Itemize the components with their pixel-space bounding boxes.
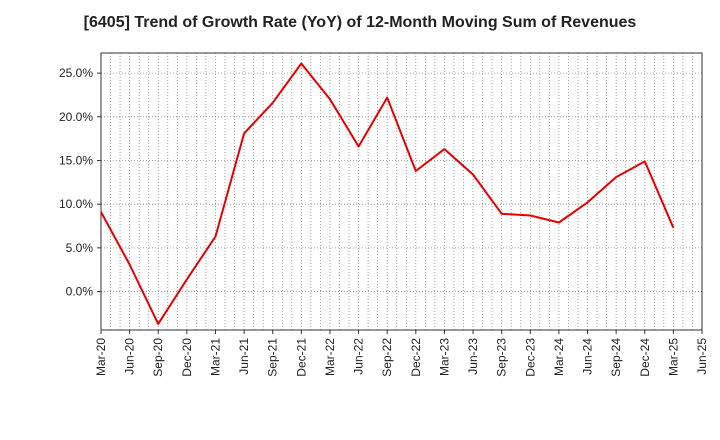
series-line-layer [100,62,675,325]
x-tick-label: Dec-20 [180,338,194,377]
x-tick-label: Sep-23 [495,338,509,377]
x-tick-label: Mar-24 [552,338,566,376]
x-tick-label: Sep-22 [380,338,394,377]
plot-frame [100,52,703,331]
x-tick-label: Mar-20 [94,338,108,376]
x-tick-label: Jun-22 [352,338,366,375]
y-tick-label: 25.0% [59,66,93,80]
x-tick-label: Dec-23 [523,338,537,377]
y-tick-label: 10.0% [59,197,93,211]
x-tick-label: Sep-24 [609,338,623,377]
x-tick-label: Mar-21 [208,338,222,376]
x-tick-label: Mar-22 [323,338,337,376]
y-tick-label: 5.0% [66,241,94,255]
y-tick-labels: 0.0% 5.0% 10.0% 15.0% 20.0% 25.0% [59,66,93,298]
x-tick-label: Jun-25 [695,338,709,375]
x-tick-label: Dec-24 [638,338,652,377]
axes [97,52,703,334]
x-tick-label: Jun-24 [581,338,595,375]
x-tick-label: Sep-20 [151,338,165,377]
y-tick-label: 20.0% [59,110,93,124]
y-tick-label: 15.0% [59,153,93,167]
x-tick-label: Sep-21 [266,338,280,377]
chart-title: [6405] Trend of Growth Rate (YoY) of 12-… [83,14,637,31]
x-tick-labels: Mar-20 Jun-20 Sep-20 Dec-20 Mar-21 Jun-21 Sep-… [94,338,709,377]
x-tick-label: Dec-22 [409,338,423,377]
x-tick-label: Jun-21 [237,338,251,375]
x-tick-label: Dec-21 [294,338,308,377]
grid-lines [101,53,702,330]
y-tick-label: 0.0% [66,285,94,299]
x-tick-label: Jun-20 [123,338,137,375]
x-tick-label: Jun-23 [466,338,480,375]
x-tick-label: Mar-23 [437,338,451,376]
x-tick-label: Mar-25 [666,338,680,376]
